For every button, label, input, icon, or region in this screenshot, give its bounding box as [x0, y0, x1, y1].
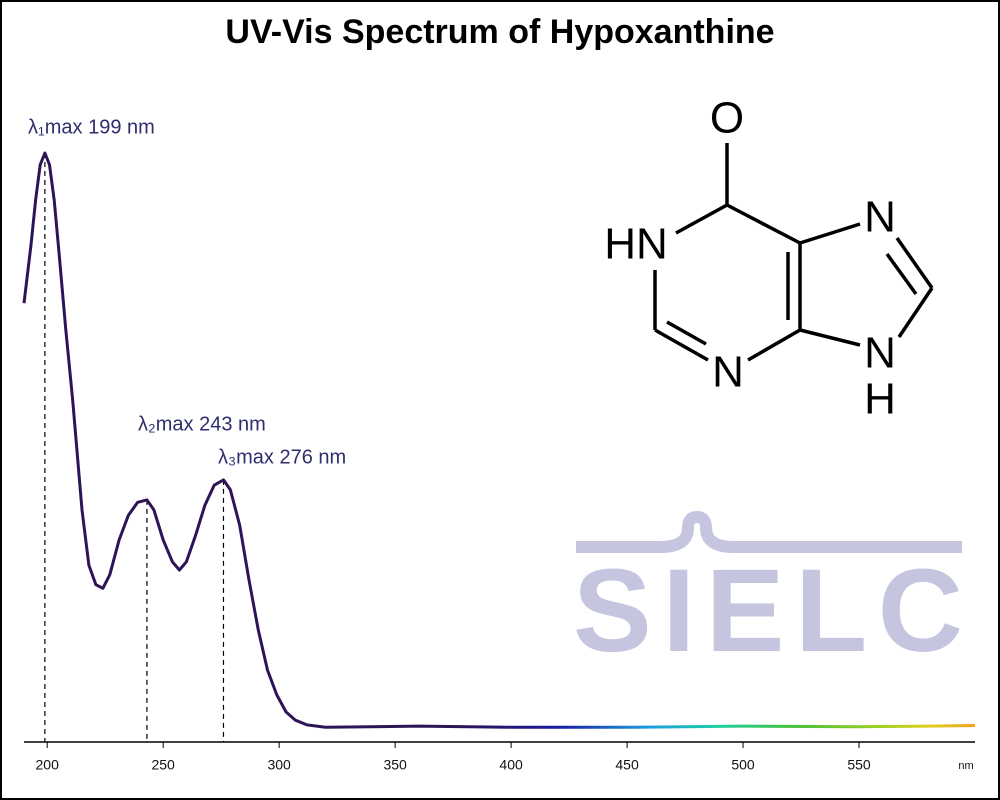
watermark: SIELC — [573, 510, 963, 677]
bond — [666, 320, 707, 346]
x-unit: nm — [958, 760, 973, 772]
atom: N — [864, 329, 896, 378]
atom: O — [710, 94, 744, 143]
annotation: λ₁max 199 nm — [28, 116, 155, 138]
x-tick-label: 250 — [151, 757, 175, 773]
bond — [726, 203, 801, 245]
x-tick-label: 200 — [36, 757, 60, 773]
bond — [654, 328, 709, 362]
logo-text: SIELC — [573, 545, 963, 677]
annotation: λ₃max 276 nm — [218, 446, 346, 468]
bond — [747, 328, 801, 362]
spectrum-line — [22, 151, 976, 729]
chart-title: UV-Vis Spectrum of Hypoxanthine — [225, 13, 774, 51]
x-tick-label: 400 — [499, 757, 523, 773]
bond — [799, 222, 861, 245]
x-tick-label: 500 — [731, 757, 755, 773]
x-tick-label: 550 — [847, 757, 871, 773]
atom: H — [864, 375, 896, 424]
bond — [897, 287, 934, 338]
bond — [675, 203, 728, 235]
x-tick-label: 350 — [383, 757, 407, 773]
x-tick-label: 450 — [615, 757, 639, 773]
atom: N — [712, 348, 744, 397]
x-tick-label: 300 — [267, 757, 291, 773]
annotation: λ₂max 243 nm — [138, 413, 266, 435]
bond — [885, 252, 918, 296]
bond — [895, 236, 934, 290]
logo-wave — [576, 510, 962, 553]
atom: N — [864, 193, 896, 242]
atom: HN — [604, 220, 668, 269]
structure: O HN N N N H — [604, 94, 934, 424]
bond — [799, 328, 861, 347]
